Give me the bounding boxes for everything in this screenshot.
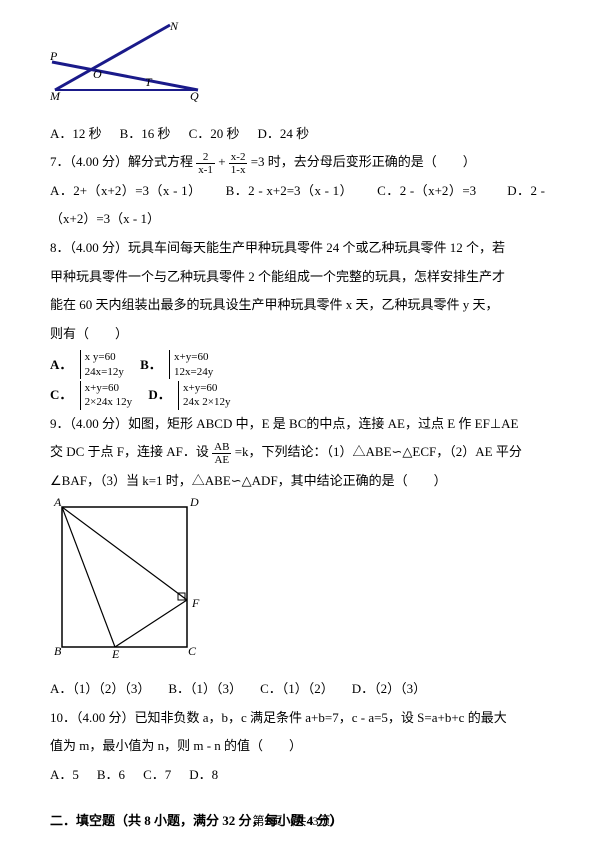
q10-l1: 10．（4.00 分）已知非负数 a，b，c 满足条件 a+b=7，c - a=… xyxy=(50,704,545,733)
svg-text:O: O xyxy=(93,67,102,81)
q8-D-sys: x+y=6024x 2×12y xyxy=(178,381,230,410)
q9-d: D．（2）（3） xyxy=(352,675,426,704)
q8-l1: 8．（4.00 分）玩具车间每天能生产甲种玩具零件 24 个或乙种玩具零件 12… xyxy=(50,234,545,263)
q6-diagram: NPMOTQ xyxy=(50,20,545,116)
svg-text:D: D xyxy=(189,495,199,509)
q8-row1: A． x y=6024x=12y B． x+y=6012x=24y xyxy=(50,350,545,379)
q10-choices: A．5 B．6 C．7 D．8 xyxy=(50,761,545,790)
q10-c: C．7 xyxy=(143,761,171,790)
q7-frac2: x-21-x xyxy=(229,151,248,176)
q6-c: C．20 秒 xyxy=(189,120,240,149)
q9-l2: 交 DC 于点 F，连接 AF．设 ABAE =k，下列结论：（1）△ABE∽△… xyxy=(50,438,545,467)
q9-l1: 9．（4.00 分）如图，矩形 ABCD 中，E 是 BC的中点，连接 AE，过… xyxy=(50,410,545,439)
q10-l2: 值为 m，最小值为 n，则 m - n 的值（ ） xyxy=(50,732,545,761)
q7-plus: + xyxy=(218,154,229,169)
q8-A-sys: x y=6024x=12y xyxy=(80,350,124,379)
svg-text:P: P xyxy=(50,49,58,63)
q6-b: B．16 秒 xyxy=(120,120,171,149)
q8-l3: 能在 60 天内组装出最多的玩具设生产甲种玩具零件 x 天，乙种玩具零件 y 天… xyxy=(50,291,545,320)
q9-b: B．（1）（3） xyxy=(168,675,242,704)
q9-c: C．（1）（2） xyxy=(260,675,334,704)
q7-b: B．2 - x+2=3（x - 1） xyxy=(226,183,347,198)
q9-l3: ∠BAF，（3）当 k=1 时，△ABE∽△ADF，其中结论正确的是（ ） xyxy=(50,467,545,496)
q10-d: D．8 xyxy=(189,761,218,790)
q8-row2: C． x+y=602×24x 12y D． x+y=6024x 2×12y xyxy=(50,381,545,410)
q8-D-label: D． xyxy=(148,386,170,404)
q6-choices: A．12 秒 B．16 秒 C．20 秒 D．24 秒 xyxy=(50,120,545,149)
q8-A-label: A． xyxy=(50,356,72,374)
q7-frac1: 2x-1 xyxy=(196,151,215,176)
svg-text:A: A xyxy=(53,495,62,509)
q9-frac: ABAE xyxy=(212,441,231,466)
svg-text:M: M xyxy=(50,89,61,103)
q6-d: D．24 秒 xyxy=(257,120,309,149)
q8-B-sys: x+y=6012x=24y xyxy=(169,350,213,379)
q10-b: B．6 xyxy=(97,761,125,790)
q8-B-label: B． xyxy=(140,356,162,374)
svg-text:Q: Q xyxy=(190,89,199,103)
q9-diagram: A D B E C F xyxy=(50,495,545,671)
q7-stem-b: =3 时，去分母后变形正确的是（ ） xyxy=(251,154,476,169)
q9-choices: A．（1）（2）（3） B．（1）（3） C．（1）（2） D．（2）（3） xyxy=(50,675,545,704)
q7-c: C．2 -（x+2）=3 xyxy=(377,183,476,198)
svg-text:F: F xyxy=(191,596,200,610)
q8-C-sys: x+y=602×24x 12y xyxy=(80,381,132,410)
page-footer: 第2页（共43页） xyxy=(0,808,595,834)
svg-text:C: C xyxy=(188,644,197,658)
q6-a: A．12 秒 xyxy=(50,120,102,149)
q7-stem-a: 7．（4.00 分）解分式方程 xyxy=(50,154,196,169)
q9-l2a: 交 DC 于点 F，连接 AF．设 xyxy=(50,444,212,459)
svg-text:E: E xyxy=(111,647,120,660)
q10-a: A．5 xyxy=(50,761,79,790)
q7-stem: 7．（4.00 分）解分式方程 2x-1 + x-21-x =3 时，去分母后变… xyxy=(50,148,545,177)
q8-C-label: C． xyxy=(50,386,72,404)
q8-l2: 甲种玩具零件一个与乙种玩具零件 2 个能组成一个完整的玩具，怎样安排生产才 xyxy=(50,263,545,292)
q7-a: A．2+（x+2）=3（x - 1） xyxy=(50,183,195,198)
q9-l2b: =k，下列结论：（1）△ABE∽△ECF，（2）AE 平分 xyxy=(235,444,522,459)
svg-text:N: N xyxy=(169,20,179,33)
q9-a: A．（1）（2）（3） xyxy=(50,675,150,704)
q8-l4: 则有（ ） xyxy=(50,320,545,349)
svg-text:B: B xyxy=(54,644,62,658)
q7-choices: A．2+（x+2）=3（x - 1） B．2 - x+2=3（x - 1） C．… xyxy=(50,177,545,234)
